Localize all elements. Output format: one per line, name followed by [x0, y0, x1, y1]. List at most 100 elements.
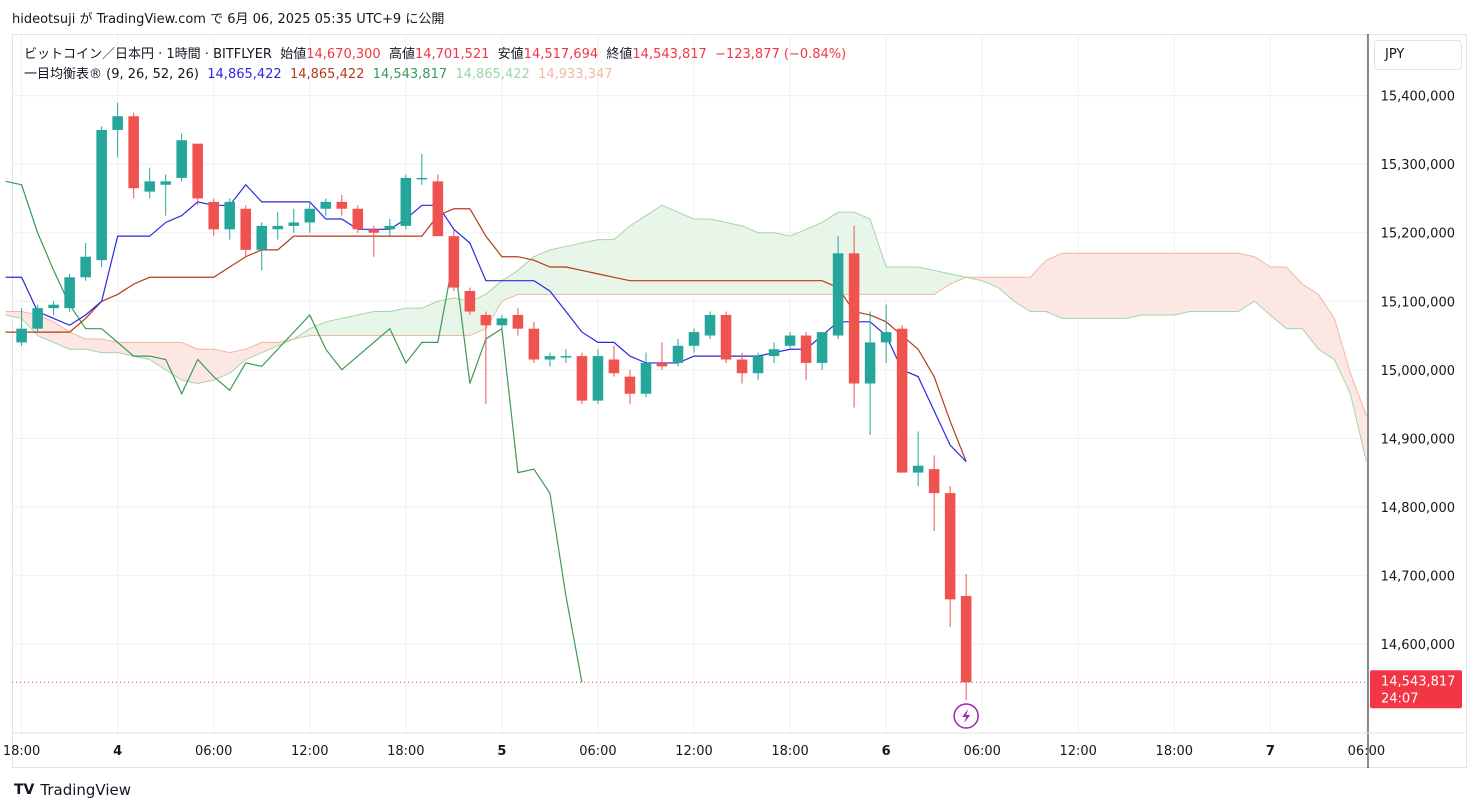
- candle-body-up: [752, 356, 764, 374]
- candle-body-up: [288, 222, 300, 226]
- de-text: で: [210, 12, 224, 27]
- close-value: 14,543,817: [632, 47, 707, 62]
- change-value: −123,877 (−0.84%): [715, 47, 847, 62]
- candle-body-down: [896, 328, 908, 473]
- indicator-name[interactable]: 一目均衡表®: [24, 67, 103, 82]
- time-tick-label: 18:00: [3, 744, 40, 759]
- candle-body-up: [400, 177, 412, 226]
- author-name[interactable]: hideotsuji: [12, 12, 76, 27]
- high-value: 14,701,521: [414, 47, 490, 62]
- branding[interactable]: TV TradingView: [14, 781, 131, 799]
- price-tick-label: 15,000,000: [1381, 364, 1455, 379]
- cloud-bearish: [970, 253, 1367, 462]
- price-tick-label: 15,300,000: [1381, 158, 1455, 173]
- candle-body-up: [784, 335, 796, 346]
- candle-body-down: [128, 116, 139, 189]
- price-tick-label: 14,600,000: [1381, 638, 1455, 653]
- time-tick-label: 12:00: [291, 744, 328, 759]
- ichimoku-row: 一目均衡表® (9, 26, 52, 26) 14,865,422 14,865…: [24, 65, 846, 85]
- chikou-value: 14,543,817: [372, 67, 448, 82]
- senkou-span-b-line: [5, 252, 1367, 416]
- candle-body-down: [512, 314, 524, 329]
- branding-name: TradingView: [40, 781, 132, 799]
- candle-body-up: [224, 201, 236, 230]
- candle-body-down: [240, 208, 252, 250]
- candle-body-down: [336, 201, 348, 209]
- symbol-label[interactable]: ビットコイン／日本円 · 1時間 · BITFLYER: [24, 47, 272, 62]
- candle-body-up: [688, 332, 700, 346]
- time-tick-label: 06:00: [963, 744, 1000, 759]
- candle-body-up: [112, 116, 123, 130]
- candle-body-down: [736, 359, 748, 374]
- candle-body-down: [576, 356, 588, 401]
- candle-body-up: [320, 201, 332, 209]
- candle-body-up: [544, 356, 556, 360]
- published-text: に公開: [405, 12, 445, 27]
- candle-body-up: [96, 129, 107, 261]
- site-link[interactable]: TradingView.com: [96, 12, 206, 27]
- high-label: 高値: [388, 47, 415, 62]
- publish-header: hideotsuji が TradingView.com で 6月 06, 20…: [12, 8, 444, 27]
- time-tick-label: 12:00: [675, 744, 712, 759]
- ohlc-row: ビットコイン／日本円 · 1時間 · BITFLYER 始値14,670,300…: [24, 45, 846, 65]
- chart-panel[interactable]: [12, 34, 1467, 768]
- candle-body-up: [912, 465, 924, 473]
- candle-body-up: [272, 225, 284, 230]
- candle-body-up: [16, 328, 27, 343]
- span-b-value: 14,933,347: [538, 67, 613, 82]
- time-tick-label: 06:00: [579, 744, 616, 759]
- kijun-value: 14,865,422: [289, 67, 365, 82]
- tradingview-logo-icon: TV: [14, 782, 35, 798]
- candle-body-up: [160, 181, 171, 185]
- span-a-value: 14,865,422: [455, 67, 530, 82]
- candle-body-down: [208, 201, 220, 230]
- candle-body-down: [368, 229, 380, 233]
- candle-body-down: [928, 469, 940, 494]
- time-tick-label: 12:00: [1059, 744, 1096, 759]
- candle-body-up: [144, 181, 155, 192]
- candle-body-down: [624, 376, 636, 394]
- candle-body-down: [432, 181, 444, 237]
- candle-body-up: [496, 318, 508, 326]
- candle-body-down: [800, 335, 812, 363]
- tenkan-value: 14,865,422: [207, 67, 282, 82]
- candle-body-up: [704, 314, 716, 336]
- candle-body-up: [416, 177, 428, 180]
- candle-body-up: [640, 362, 652, 394]
- candle-body-down: [720, 314, 732, 360]
- currency-button[interactable]: JPY: [1374, 40, 1462, 70]
- candle-body-up: [304, 208, 316, 223]
- candle-body-up: [32, 308, 43, 329]
- chikou-span-line: [5, 180, 583, 683]
- candle-body-down: [944, 493, 956, 600]
- candle-body-up: [816, 332, 828, 363]
- price-label-countdown: 24:07: [1381, 691, 1418, 706]
- indicator-params: (9, 26, 52, 26): [106, 67, 199, 82]
- candle-body-up: [768, 349, 780, 357]
- time-tick-label: 5: [497, 744, 506, 759]
- lightning-icon: [962, 709, 971, 723]
- candle-body-up: [384, 225, 396, 230]
- candle-body-down: [464, 290, 476, 312]
- low-value: 14,517,694: [523, 47, 599, 62]
- price-tick-label: 14,700,000: [1381, 569, 1455, 584]
- time-tick-label: 06:00: [1348, 744, 1385, 759]
- time-tick-label: 18:00: [387, 744, 424, 759]
- publish-date: 6月 06, 2025 05:35 UTC+9: [227, 12, 402, 27]
- candle-body-up: [48, 304, 59, 309]
- time-tick-label: 6: [882, 744, 891, 759]
- time-tick-label: 4: [113, 744, 122, 759]
- low-label: 安値: [497, 47, 524, 62]
- chart-legend: ビットコイン／日本円 · 1時間 · BITFLYER 始値14,670,300…: [24, 45, 846, 85]
- candle-body-down: [448, 236, 460, 288]
- candle-body-down: [192, 143, 203, 199]
- candle-body-up: [592, 356, 604, 401]
- time-tick-label: 06:00: [195, 744, 232, 759]
- candle-body-up: [864, 342, 876, 384]
- candle-body-up: [80, 256, 91, 278]
- price-tick-label: 14,900,000: [1381, 432, 1455, 447]
- candle-body-down: [608, 359, 620, 374]
- senkou-span-a-line: [5, 204, 1367, 462]
- open-value: 14,670,300: [306, 47, 381, 62]
